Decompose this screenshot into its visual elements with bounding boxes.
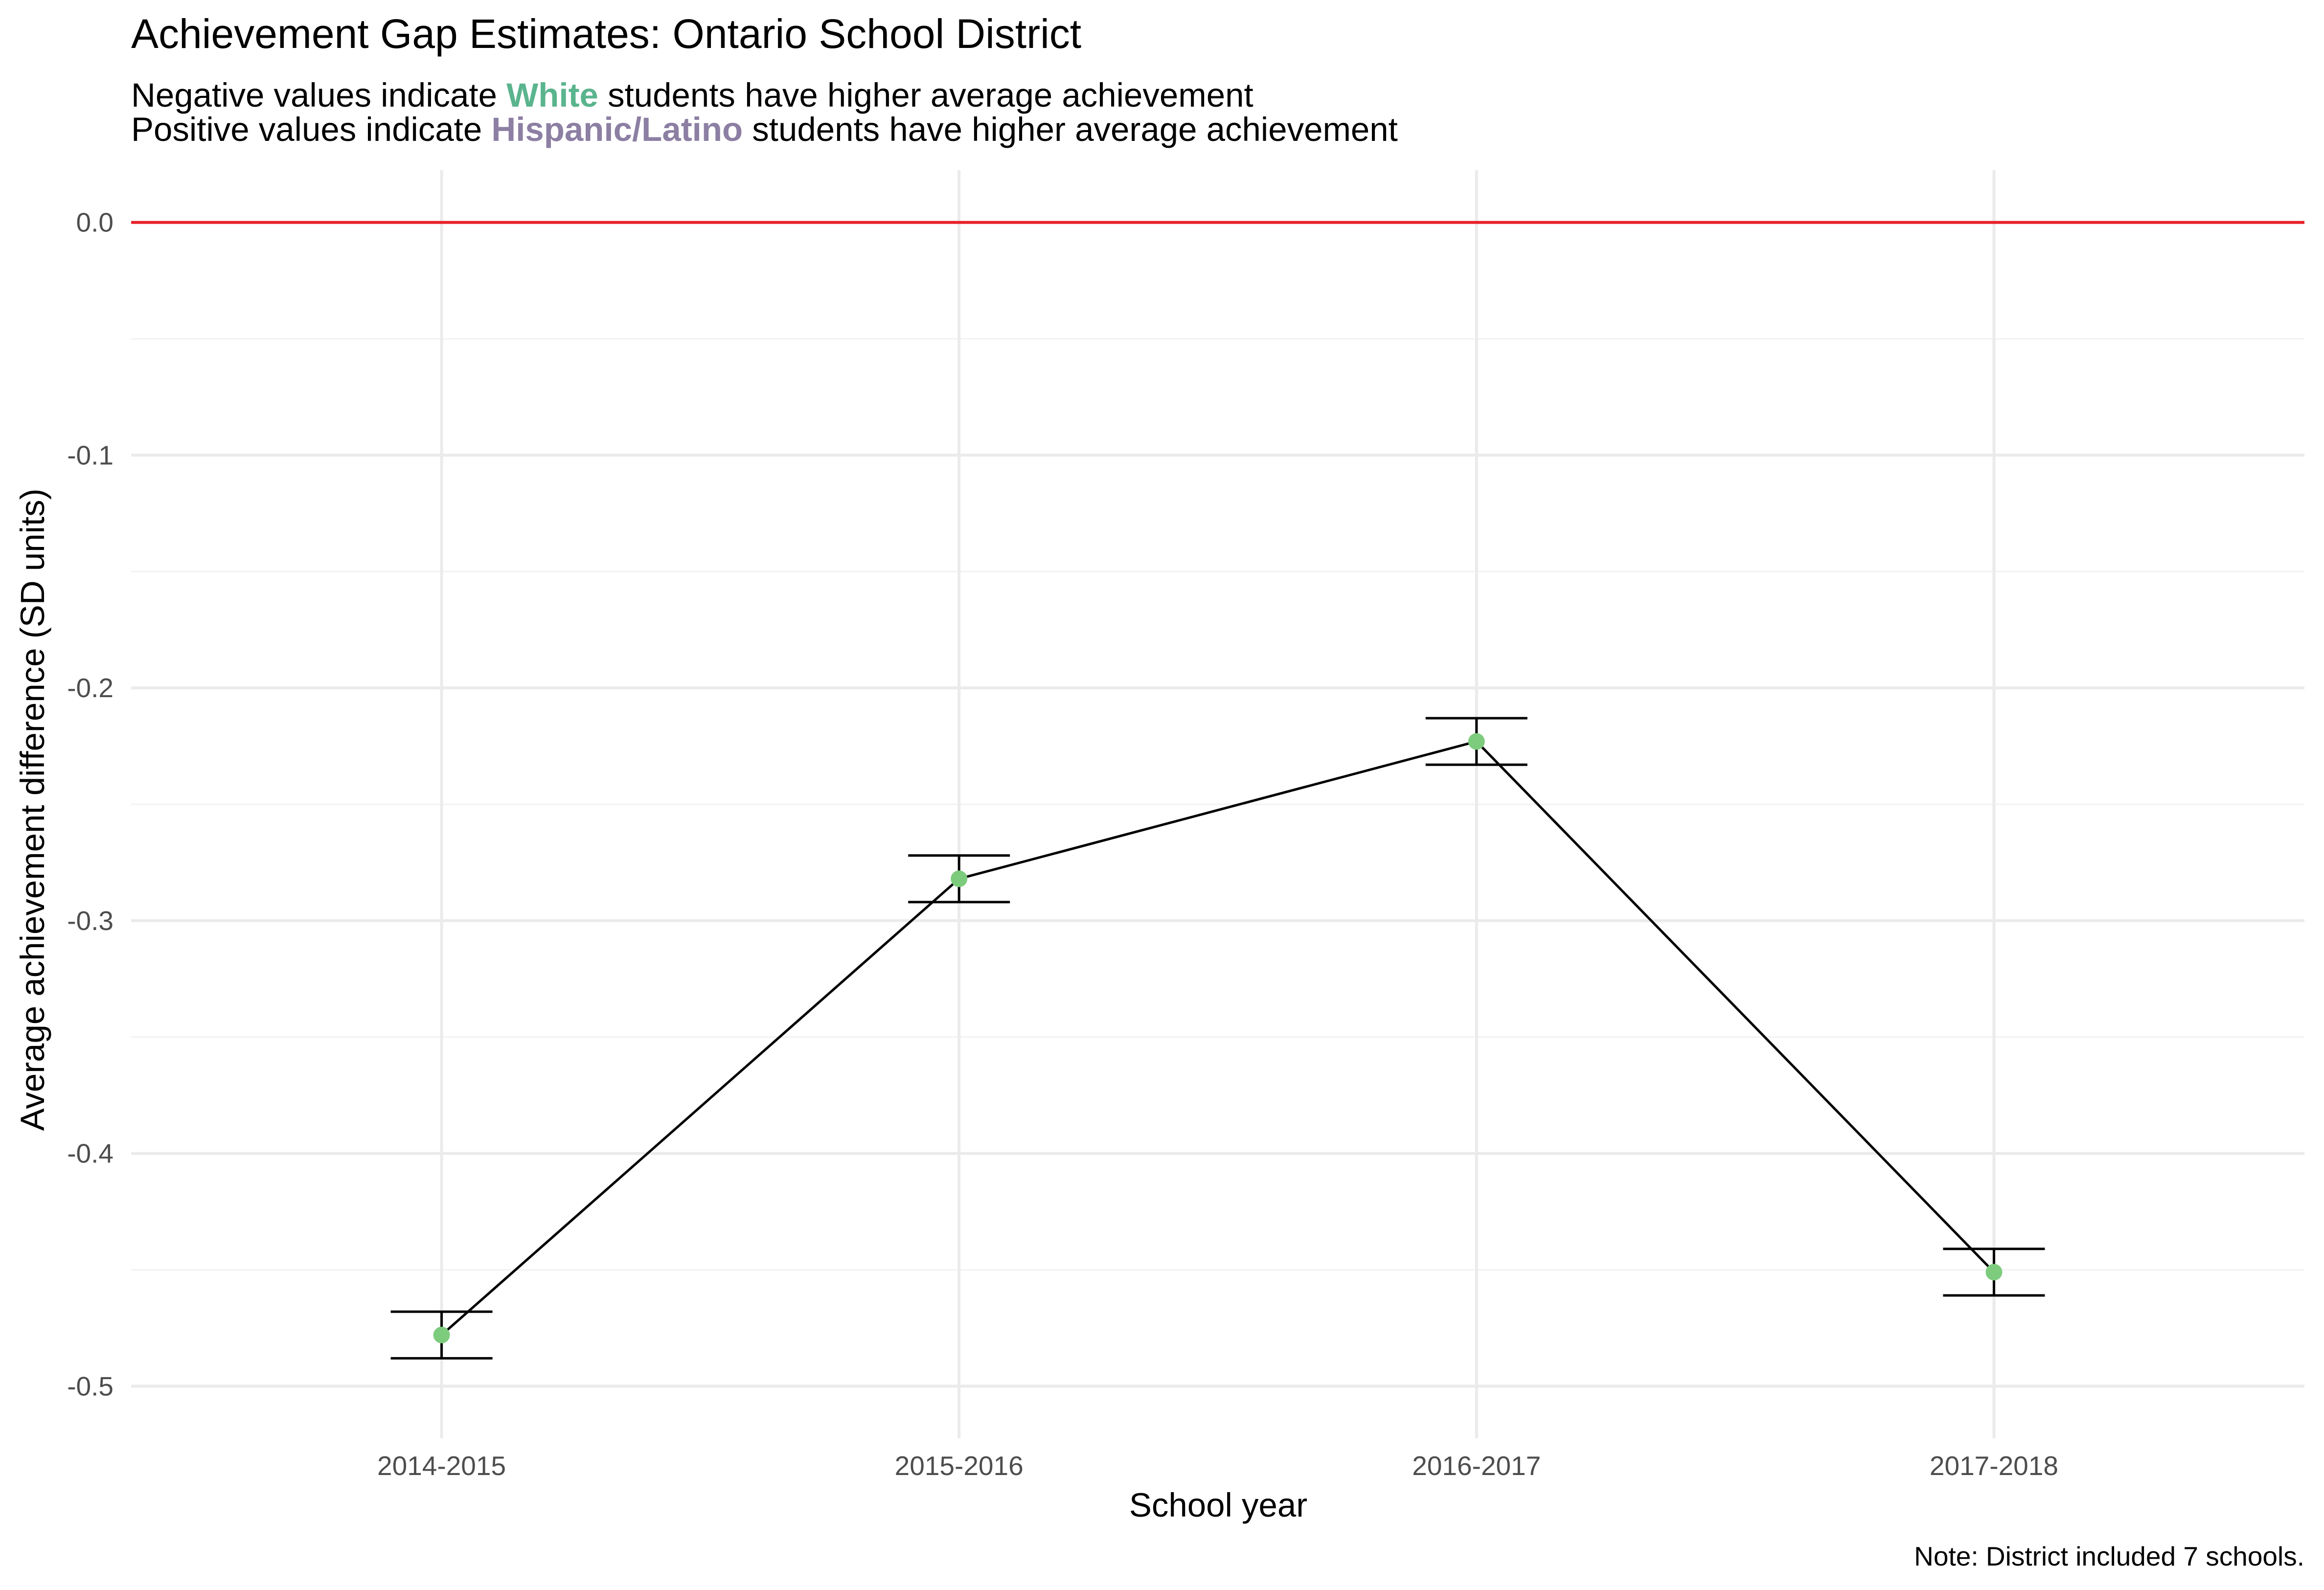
x-tick-label: 2017-2018 bbox=[1930, 1451, 2058, 1481]
subtitle-1-highlight-white: White bbox=[506, 76, 598, 114]
plot-panel: 0.0 -0.1 -0.2 -0.3 -0.4 -0.5 2014-2015 2015-201… bbox=[67, 170, 2304, 1481]
data-point bbox=[433, 1326, 450, 1343]
x-tick-label: 2016-2017 bbox=[1412, 1451, 1541, 1481]
subtitle-2-before: Positive values indicate bbox=[131, 111, 491, 148]
subtitle-1-after: students have higher average achievement bbox=[598, 76, 1253, 114]
data-point bbox=[951, 870, 968, 887]
chart-title: Achievement Gap Estimates: Ontario Schoo… bbox=[131, 11, 1081, 57]
y-tick-label: -0.5 bbox=[67, 1371, 114, 1401]
y-tick-label: -0.4 bbox=[67, 1138, 114, 1169]
subtitle-2-after: students have higher average achievement bbox=[743, 111, 1398, 148]
y-tick-label: -0.1 bbox=[67, 440, 114, 470]
data-point bbox=[1985, 1264, 2003, 1281]
y-tick-label: -0.3 bbox=[67, 906, 114, 936]
chart-subtitle-line-1: Negative values indicate White students … bbox=[131, 76, 1253, 114]
y-tick-label: 0.0 bbox=[76, 207, 114, 238]
x-axis-title: School year bbox=[1129, 1486, 1307, 1524]
data-point bbox=[1468, 733, 1485, 750]
subtitle-1-before: Negative values indicate bbox=[131, 76, 506, 114]
x-tick-label: 2014-2015 bbox=[377, 1451, 506, 1481]
chart-subtitle-line-2: Positive values indicate Hispanic/Latino… bbox=[131, 111, 1398, 148]
chart-caption: Note: District included 7 schools. bbox=[1914, 1541, 2304, 1571]
series-line bbox=[440, 740, 1995, 1336]
subtitle-2-highlight-hispanic: Hispanic/Latino bbox=[491, 111, 743, 148]
y-axis-title: Average achievement difference (SD units… bbox=[14, 489, 51, 1131]
x-tick-label: 2015-2016 bbox=[895, 1451, 1024, 1481]
y-tick-label: -0.2 bbox=[67, 673, 114, 703]
